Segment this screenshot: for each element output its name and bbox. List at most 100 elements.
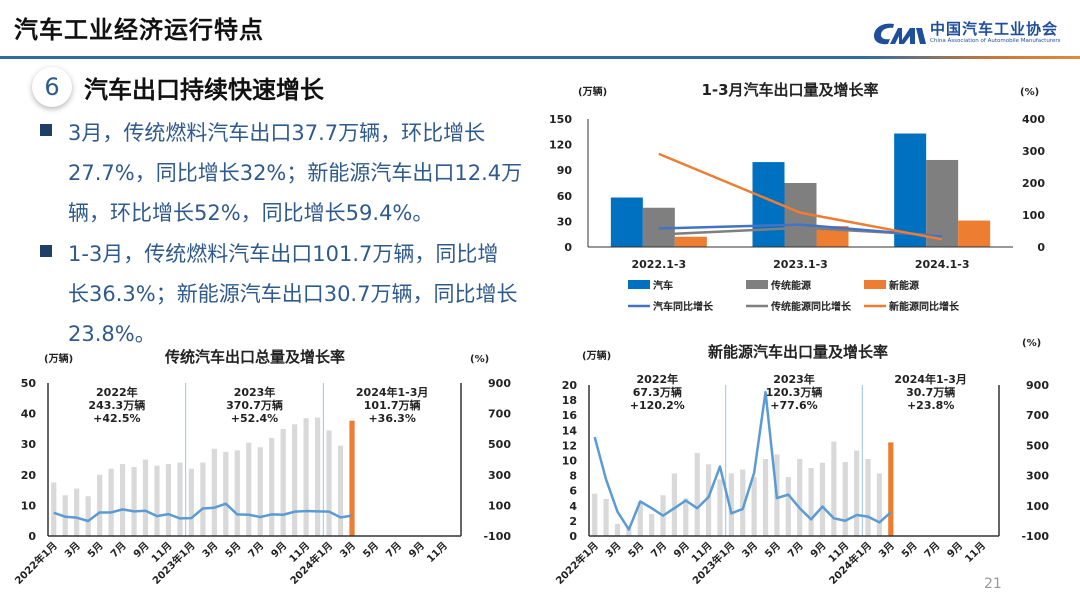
legend-label: 新能源同比增长 xyxy=(889,300,960,313)
year-annotation: 67.3万辆 xyxy=(633,385,682,399)
bar-current-month xyxy=(888,442,894,536)
x-tick-label: 2024年1月 xyxy=(826,539,874,587)
bar-month xyxy=(660,495,666,536)
chart-title: 新能源汽车出口量及增长率 xyxy=(708,343,888,361)
bar-month xyxy=(234,450,240,536)
bullet-line: 辆，环比增长52%，同比增长59.4%。 xyxy=(68,201,434,225)
bar-month xyxy=(200,462,206,536)
y-tick-label: 60 xyxy=(557,190,573,203)
year-annotation: 101.7万辆 xyxy=(364,398,421,412)
logo-text-cn: 中国汽车工业协会 xyxy=(930,20,1059,38)
bar-month xyxy=(326,430,332,536)
bar-month xyxy=(876,473,883,536)
year-annotation: 2023年 xyxy=(773,372,815,386)
year-annotation: +77.6% xyxy=(770,399,817,412)
bar-month xyxy=(797,458,803,536)
y2-tick-label: 900 xyxy=(1026,379,1049,392)
section-title: 汽车出口持续快速增长 xyxy=(84,76,324,104)
year-annotation: +120.2% xyxy=(630,399,685,412)
y-tick-label: 120 xyxy=(549,139,572,152)
x-tick-label: 5月 xyxy=(223,540,243,560)
bar-month xyxy=(51,482,57,536)
bar-month xyxy=(637,501,643,536)
bar-nev xyxy=(816,226,849,247)
bullet-square-icon xyxy=(40,124,52,136)
bullet-line: 长36.3%；新能源汽车出口30.7万辆，同比增长 xyxy=(68,282,518,306)
bar-month xyxy=(865,458,871,536)
year-annotation: 2022年 xyxy=(637,372,679,386)
x-tick-label: 7月 xyxy=(922,540,942,560)
bullet-line: 27.7%，同比增长32%；新能源汽车出口12.4万 xyxy=(68,161,523,185)
bar-month xyxy=(842,462,848,536)
bullet-march: 3月，传统燃料汽车出口37.7万辆，环比增长 27.7%，同比增长32%；新能源… xyxy=(40,113,522,233)
x-tick-label: 11月 xyxy=(826,540,851,565)
page-number: 21 xyxy=(984,576,1002,592)
caam-logo-icon xyxy=(874,23,926,45)
bar-month xyxy=(751,477,757,536)
bar-current-month xyxy=(349,420,355,536)
x-tick-label: 2024年1月 xyxy=(287,539,335,587)
bar-month xyxy=(257,447,263,536)
y2-tick-label: -100 xyxy=(1021,530,1049,543)
y-tick-label: 40 xyxy=(21,408,37,421)
bar-month xyxy=(154,465,160,536)
bar-month xyxy=(774,454,780,536)
x-tick-label: 11月 xyxy=(963,540,988,565)
year-annotation: 120.3万辆 xyxy=(766,385,823,399)
y2-tick-label: 200 xyxy=(1022,177,1045,190)
x-tick-label: 11月 xyxy=(425,540,450,565)
y2-axis-label: (%) xyxy=(1020,87,1039,98)
bar-month xyxy=(762,458,769,536)
bar-nev xyxy=(674,236,707,247)
year-annotation: 2022年 xyxy=(96,385,138,399)
growth-line-total xyxy=(658,223,943,238)
bar-month xyxy=(119,464,126,536)
bar-month xyxy=(62,495,68,536)
y-tick-label: 0 xyxy=(564,241,572,254)
x-tick-label: 9月 xyxy=(945,540,965,560)
y-tick-label: 50 xyxy=(21,377,37,390)
bar-month xyxy=(280,428,286,536)
bar-nev xyxy=(958,220,991,247)
bar-total xyxy=(610,197,643,247)
y2-tick-label: 100 xyxy=(1022,209,1045,222)
y2-tick-label: 300 xyxy=(1022,145,1045,158)
y-tick-label: 150 xyxy=(549,113,572,126)
y2-tick-label: 700 xyxy=(1026,409,1049,422)
x-tick-label: 3月 xyxy=(338,540,358,560)
y2-tick-label: 400 xyxy=(1022,113,1045,126)
bar-month xyxy=(314,417,321,536)
y-tick-label: 2 xyxy=(569,515,577,528)
y-tick-label: 90 xyxy=(557,164,573,177)
bar-month xyxy=(683,498,689,536)
y2-tick-label: 0 xyxy=(1037,241,1045,254)
x-tick-label: 7月 xyxy=(785,540,805,560)
y2-tick-label: 900 xyxy=(488,377,511,390)
y-tick-label: 4 xyxy=(569,500,577,513)
legend-label: 汽车同比增长 xyxy=(653,300,714,313)
bar-traditional xyxy=(642,207,675,247)
x-tick-label: 9月 xyxy=(671,540,691,560)
bar-month xyxy=(705,464,712,536)
year-annotation: +42.5% xyxy=(93,412,140,425)
x-tick-label: 2023年1月 xyxy=(150,539,198,587)
bar-month xyxy=(671,473,678,536)
bullet-square-icon xyxy=(40,245,52,257)
x-tick-label: 2024.1-3 xyxy=(915,258,970,271)
bar-month xyxy=(592,493,598,536)
y-axis-label: (万辆) xyxy=(582,349,611,362)
x-tick-label: 3月 xyxy=(603,540,623,560)
y-tick-label: 0 xyxy=(28,530,36,543)
x-tick-label: 3月 xyxy=(200,540,220,560)
year-annotation: 370.7万辆 xyxy=(226,398,283,412)
x-tick-label: 2022年1月 xyxy=(12,539,60,587)
x-tick-label: 5月 xyxy=(899,540,919,560)
x-tick-label: 3月 xyxy=(740,540,760,560)
bar-month xyxy=(211,448,217,536)
x-tick-label: 2022.1-3 xyxy=(631,258,686,271)
x-tick-label: 2022年1月 xyxy=(553,539,601,587)
x-tick-label: 5月 xyxy=(763,540,783,560)
y-tick-label: 14 xyxy=(562,424,578,437)
growth-line xyxy=(593,390,892,531)
y2-tick-label: 100 xyxy=(1026,500,1049,513)
